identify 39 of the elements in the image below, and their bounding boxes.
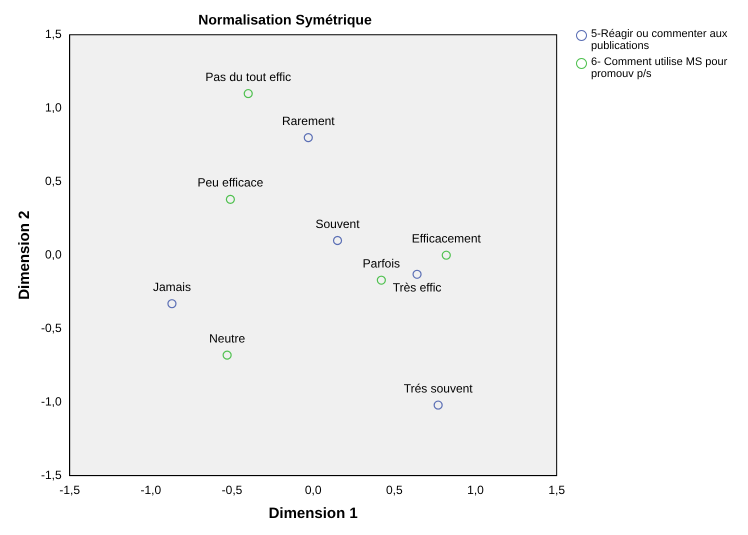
y-tick-label: 0,0 xyxy=(44,248,62,262)
annotation: Parfois xyxy=(362,256,400,270)
annotation: Pas du tout effic xyxy=(205,70,292,84)
x-tick-label: -0,5 xyxy=(222,483,243,498)
point xyxy=(304,133,313,142)
legend-label: 6- Comment utilise MS pour promouv p/s xyxy=(591,56,728,80)
annotation: Trés souvent xyxy=(404,381,474,396)
y-tick-label: 1,0 xyxy=(44,100,62,115)
annotation: Efficacement xyxy=(412,232,482,246)
y-tick-label: 1,5 xyxy=(44,27,62,42)
y-tick-label: -1,0 xyxy=(40,394,62,408)
legend-label: 5-Réagir ou commenter aux publications xyxy=(591,28,728,52)
x-tick-label: -1,0 xyxy=(140,483,162,498)
point xyxy=(244,88,253,98)
annotation: Neutre xyxy=(209,331,246,346)
x-tick-label: 0,0 xyxy=(304,483,322,498)
y-tick-label: 0,5 xyxy=(44,174,62,188)
annotation: Rarement xyxy=(282,114,336,128)
y-axis-title: Dimension 2 xyxy=(16,210,34,300)
point xyxy=(226,194,235,204)
x-tick-label: 1,0 xyxy=(467,483,484,498)
point xyxy=(412,270,422,279)
point xyxy=(442,250,451,260)
chart-title: Normalisation Symétrique xyxy=(198,11,372,28)
x-tick-label: -1,5 xyxy=(59,483,80,498)
y-tick-label: -1,5 xyxy=(40,468,62,482)
point xyxy=(222,350,232,360)
y-tick-label: -0,5 xyxy=(40,320,62,335)
annotation: Très effic xyxy=(392,280,442,295)
point xyxy=(332,236,342,246)
point xyxy=(167,299,177,308)
x-axis-title: Dimension 1 xyxy=(268,505,358,522)
annotation: Souvent xyxy=(315,216,360,231)
annotation: Peu efficace xyxy=(197,176,264,190)
point xyxy=(434,400,443,410)
x-tick-label: 0,5 xyxy=(386,483,403,498)
x-tick-label: 1,5 xyxy=(548,483,566,498)
point xyxy=(376,276,386,285)
annotation: Jamais xyxy=(152,280,191,294)
